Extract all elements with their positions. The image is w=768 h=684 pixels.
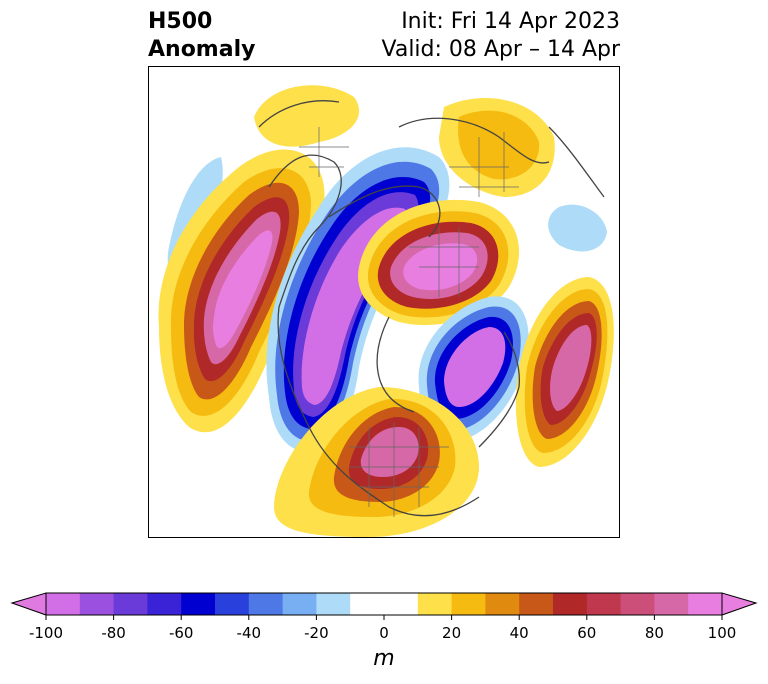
colorbar-max-extend	[722, 593, 756, 615]
title-field: Anomaly	[148, 36, 255, 64]
colorbar-segment	[485, 593, 519, 615]
colorbar-segment	[46, 593, 80, 615]
colorbar-tick-label: 60	[577, 624, 596, 642]
colorbar-segment	[553, 593, 587, 615]
colorbar-segment	[283, 593, 317, 615]
colorbar-segment	[215, 593, 249, 615]
title-variable: H500	[148, 8, 255, 36]
colorbar-segment	[621, 593, 655, 615]
colorbar-segment	[80, 593, 114, 615]
colorbar-segment	[654, 593, 688, 615]
colorbar-tick-label: -20	[304, 624, 329, 642]
title-left: H500 Anomaly	[148, 8, 255, 64]
colorbar-segment	[688, 593, 722, 615]
colorbar-tick-label: -40	[237, 624, 262, 642]
colorbar-segment	[316, 593, 350, 615]
colorbar-segment	[114, 593, 148, 615]
colorbar-segment	[519, 593, 553, 615]
colorbar-tick-label: -80	[101, 624, 126, 642]
colorbar-ticks	[46, 615, 722, 620]
anomaly-blob	[548, 205, 607, 252]
colorbar-tick-label: 0	[379, 624, 389, 642]
colorbar-segment	[350, 593, 384, 615]
map-panel	[148, 66, 620, 538]
colorbar-segment	[384, 593, 418, 615]
colorbar-segment	[147, 593, 181, 615]
colorbar-segment	[181, 593, 215, 615]
colorbar-tick-label: -100	[29, 624, 63, 642]
colorbar-segment	[418, 593, 452, 615]
colorbar-tick-label: 40	[510, 624, 529, 642]
colorbar-tick-label: 100	[708, 624, 737, 642]
colorbar-units: m	[373, 646, 394, 671]
valid-period: Valid: 08 Apr – 14 Apr	[382, 36, 621, 64]
colorbar-tick-label: -60	[169, 624, 194, 642]
init-time: Init: Fri 14 Apr 2023	[382, 8, 621, 36]
colorbar-segment	[587, 593, 621, 615]
colorbar-segments	[46, 593, 723, 615]
colorbar-min-extend	[12, 593, 46, 615]
anomaly-map	[149, 67, 620, 538]
colorbar-segment	[452, 593, 486, 615]
title-right: Init: Fri 14 Apr 2023 Valid: 08 Apr – 14…	[382, 8, 621, 64]
anomaly-blob	[254, 85, 359, 146]
colorbar-tick-label: 20	[442, 624, 461, 642]
colorbar-tick-label: 80	[645, 624, 664, 642]
colorbar-segment	[249, 593, 283, 615]
